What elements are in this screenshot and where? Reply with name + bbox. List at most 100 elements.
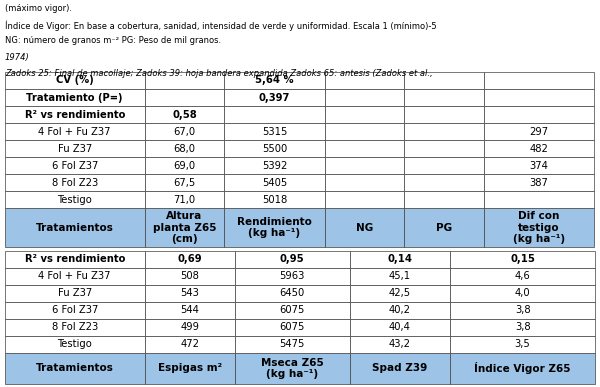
Bar [5,251,145,268]
Text: Espigas m²: Espigas m² [158,363,221,373]
Text: 67,0: 67,0 [173,127,196,137]
Bar [145,72,224,89]
Bar [404,208,484,247]
Bar [235,302,350,319]
Bar [224,140,325,157]
Bar [350,285,450,302]
Bar [235,251,350,268]
Bar [325,123,404,140]
Bar [404,157,484,174]
Bar [325,72,404,89]
Bar [224,208,325,247]
Bar [145,353,235,384]
Bar [5,285,145,302]
Bar [145,89,224,106]
Bar [5,140,145,157]
Bar [145,123,224,140]
Bar [145,208,224,247]
Text: 45,1: 45,1 [389,271,411,281]
Bar [450,319,595,336]
Bar [484,191,594,208]
Bar [145,157,224,174]
Text: Índice de Vigor: En base a cobertura, sanidad, intensidad de verde y uniformidad: Índice de Vigor: En base a cobertura, sa… [5,20,436,31]
Bar [145,106,224,123]
Text: Rendimiento
(kg ha⁻¹): Rendimiento (kg ha⁻¹) [237,217,312,238]
Text: 3,8: 3,8 [515,305,530,315]
Text: 40,4: 40,4 [389,322,411,332]
Bar [235,319,350,336]
Text: 499: 499 [180,322,199,332]
Bar [325,157,404,174]
Bar [450,268,595,285]
Bar [145,336,235,353]
Bar [484,208,594,247]
Text: Fu Z37: Fu Z37 [58,288,92,298]
Text: 482: 482 [530,144,548,154]
Text: 544: 544 [180,305,199,315]
Bar [450,336,595,353]
Bar [224,123,325,140]
Bar [5,336,145,353]
Text: NG: número de granos m⁻² PG: Peso de mil granos.: NG: número de granos m⁻² PG: Peso de mil… [5,36,221,45]
Text: 0,14: 0,14 [388,254,412,264]
Bar [5,191,145,208]
Bar [450,251,595,268]
Text: 5018: 5018 [262,195,287,205]
Text: 5405: 5405 [262,178,287,188]
Bar [145,285,235,302]
Text: Mseca Z65
(kg ha⁻¹): Mseca Z65 (kg ha⁻¹) [261,358,323,379]
Bar [350,353,450,384]
Text: 67,5: 67,5 [173,178,196,188]
Text: Spad Z39: Spad Z39 [372,363,428,373]
Text: 43,2: 43,2 [389,339,411,349]
Text: Testigo: Testigo [58,195,92,205]
Bar [145,319,235,336]
Bar [235,268,350,285]
Bar [484,72,594,89]
Text: Fu Z37: Fu Z37 [58,144,92,154]
Text: CV (%): CV (%) [56,75,94,86]
Bar [350,251,450,268]
Bar [5,319,145,336]
Bar [5,157,145,174]
Bar [404,106,484,123]
Text: 3,8: 3,8 [515,322,530,332]
Text: R² vs rendimiento: R² vs rendimiento [25,254,125,264]
Text: 5392: 5392 [262,161,287,171]
Bar [350,336,450,353]
Text: 4,0: 4,0 [515,288,530,298]
Bar [484,89,594,106]
Bar [325,140,404,157]
Text: 6 Fol Z37: 6 Fol Z37 [52,161,98,171]
Bar [484,123,594,140]
Text: NG: NG [356,223,373,233]
Bar [325,89,404,106]
Text: PG: PG [436,223,452,233]
Bar [350,268,450,285]
Bar [145,302,235,319]
Text: Testigo: Testigo [58,339,92,349]
Text: 71,0: 71,0 [173,195,196,205]
Bar [484,140,594,157]
Text: 5315: 5315 [262,127,287,137]
Bar [145,251,235,268]
Bar [224,106,325,123]
Bar [450,353,595,384]
Text: 0,397: 0,397 [259,92,290,103]
Text: 5963: 5963 [280,271,305,281]
Bar [404,174,484,191]
Text: 1974): 1974) [5,53,29,62]
Bar [404,123,484,140]
Text: Zadoks 25: Final de macollaje; Zadoks 39: hoja bandera expandida Zadoks 65: ante: Zadoks 25: Final de macollaje; Zadoks 39… [5,69,433,78]
Bar [5,89,145,106]
Text: 4 Fol + Fu Z37: 4 Fol + Fu Z37 [38,271,111,281]
Text: 0,15: 0,15 [510,254,535,264]
Text: 6075: 6075 [280,322,305,332]
Bar [224,72,325,89]
Text: 68,0: 68,0 [173,144,196,154]
Text: 5,64 %: 5,64 % [255,75,294,86]
Text: 6075: 6075 [280,305,305,315]
Bar [5,106,145,123]
Bar [325,106,404,123]
Text: 0,58: 0,58 [172,110,197,120]
